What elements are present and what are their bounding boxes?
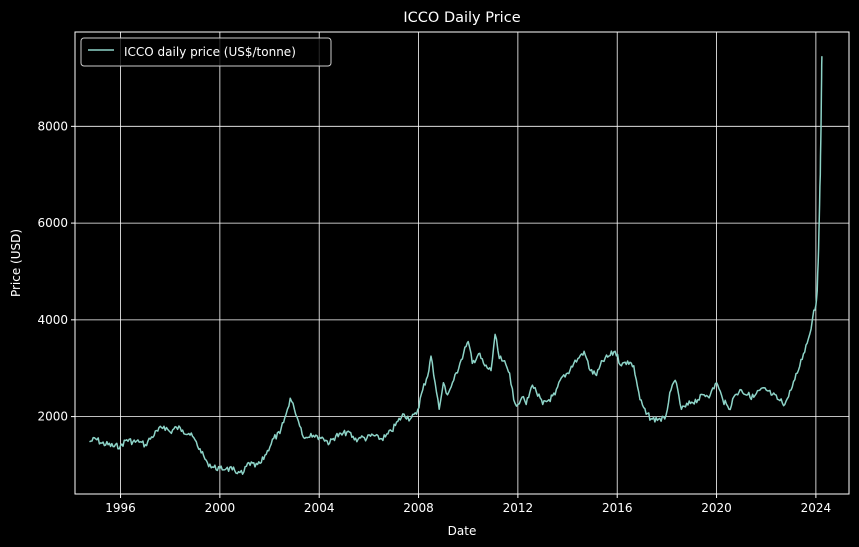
x-tick-label: 2016 — [602, 501, 633, 515]
axis-ticks: 1996 2000 2004 2008 2012 2016 2020 2024 2000 4000… — [37, 119, 831, 515]
x-tick-label: 2024 — [801, 501, 832, 515]
x-tick-label: 2004 — [304, 501, 335, 515]
y-tick-label: 4000 — [37, 313, 68, 327]
x-tick-label: 2008 — [403, 501, 434, 515]
series-line — [89, 56, 823, 475]
x-tick-label: 2000 — [205, 501, 236, 515]
y-axis-label: Price (USD) — [9, 229, 23, 297]
grid-lines — [75, 32, 849, 494]
legend-label: ICCO daily price (US$/tonne) — [124, 45, 296, 59]
chart-title: ICCO Daily Price — [403, 10, 520, 26]
series-layer — [89, 56, 823, 475]
y-tick-label: 2000 — [37, 410, 68, 424]
x-tick-label: 2020 — [701, 501, 732, 515]
x-tick-label: 2012 — [503, 501, 534, 515]
legend-box — [80, 37, 332, 67]
x-tick-label: 1996 — [105, 501, 136, 515]
y-tick-label: 8000 — [37, 119, 68, 133]
x-axis-label: Date — [448, 524, 477, 538]
plot-frame — [74, 31, 850, 495]
y-tick-label: 6000 — [37, 216, 68, 230]
legend: ICCO daily price (US$/tonne) — [80, 37, 332, 67]
